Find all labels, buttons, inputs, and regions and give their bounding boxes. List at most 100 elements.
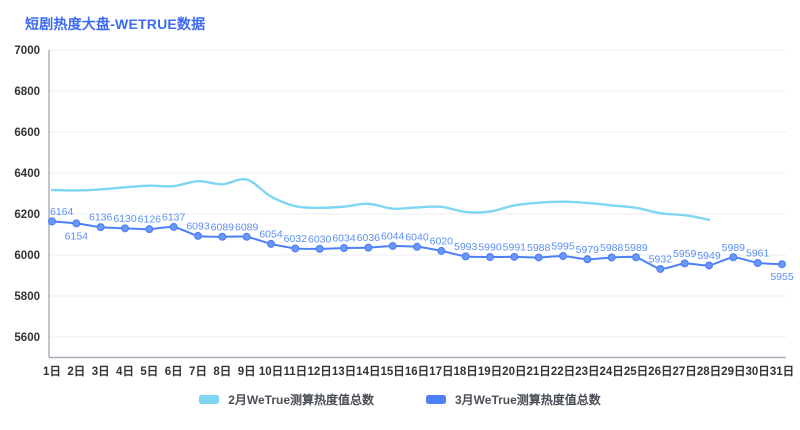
x-tick-label: 16日	[405, 365, 429, 378]
x-tick-label: 7日	[189, 365, 207, 378]
march-data-point[interactable]	[777, 260, 786, 269]
march-data-point[interactable]	[267, 239, 276, 248]
x-tick-label: 8日	[213, 365, 231, 378]
x-tick-label: 28日	[697, 365, 721, 378]
chart-title: 短剧热度大盘-WETRUE数据	[25, 16, 206, 32]
x-tick-label: 3日	[92, 365, 110, 378]
march-point-label: 5995	[551, 241, 575, 253]
x-tick-label: 26日	[648, 365, 672, 378]
march-point-label: 5959	[673, 248, 697, 260]
y-tick-label: 6200	[14, 209, 40, 221]
x-tick-label: 1日	[43, 365, 61, 378]
march-data-point[interactable]	[364, 243, 373, 252]
march-data-point[interactable]	[534, 253, 543, 262]
march-data-point[interactable]	[729, 253, 738, 262]
march-data-point[interactable]	[169, 222, 178, 231]
february-legend-label: 2月WeTrue测算热度值总数	[228, 393, 374, 407]
march-data-point[interactable]	[486, 253, 495, 262]
march-data-point[interactable]	[607, 253, 616, 262]
legend: 2月WeTrue测算热度值总数 3月WeTrue测算热度值总数	[0, 391, 800, 408]
x-tick-label: 2日	[67, 365, 85, 378]
march-data-point[interactable]	[413, 242, 422, 251]
march-data-point[interactable]	[704, 261, 713, 270]
x-tick-label: 5日	[140, 365, 158, 378]
march-data-point[interactable]	[510, 252, 519, 261]
march-point-label: 5979	[576, 244, 600, 256]
february-legend-swatch-icon	[199, 395, 220, 404]
legend-item-march[interactable]: 3月WeTrue测算热度值总数	[426, 391, 601, 408]
march-point-label: 6126	[138, 214, 162, 226]
y-tick-label: 6800	[14, 86, 40, 98]
march-point-label: 5988	[527, 242, 551, 254]
march-data-point[interactable]	[291, 244, 300, 253]
x-tick-label: 27日	[673, 365, 697, 378]
march-legend-label: 3月WeTrue测算热度值总数	[455, 393, 601, 407]
x-tick-label: 24日	[600, 365, 624, 378]
march-data-point[interactable]	[72, 219, 81, 228]
march-point-label: 6164	[50, 206, 74, 218]
y-tick-label: 5800	[14, 291, 40, 303]
march-point-label: 6044	[381, 230, 405, 242]
x-tick-label: 18日	[454, 365, 478, 378]
march-point-label: 6137	[162, 211, 186, 223]
march-point-label: 6089	[211, 221, 235, 233]
x-tick-label: 30日	[746, 365, 770, 378]
x-tick-label: 31日	[770, 365, 794, 378]
x-tick-label: 6日	[165, 365, 183, 378]
march-point-label: 5961	[746, 247, 770, 259]
x-tick-label: 21日	[527, 365, 551, 378]
march-point-label: 6030	[308, 233, 332, 245]
x-tick-label: 23日	[575, 365, 599, 378]
march-data-point[interactable]	[656, 264, 665, 273]
march-data-point[interactable]	[680, 259, 689, 268]
march-point-label: 5932	[649, 253, 673, 265]
march-point-label: 6034	[332, 233, 356, 245]
x-tick-label: 22日	[551, 365, 575, 378]
x-tick-label: 4日	[116, 365, 134, 378]
february-series-line	[50, 177, 711, 221]
march-data-point[interactable]	[120, 224, 129, 233]
march-data-point[interactable]	[340, 244, 349, 253]
y-tick-label: 5600	[14, 332, 40, 344]
march-data-point[interactable]	[583, 255, 592, 264]
march-data-point[interactable]	[315, 244, 324, 253]
march-data-point[interactable]	[47, 217, 56, 226]
march-point-label: 6089	[235, 221, 259, 233]
march-data-point[interactable]	[388, 241, 397, 250]
legend-item-february[interactable]: 2月WeTrue测算热度值总数	[199, 391, 374, 408]
march-point-label: 6032	[284, 233, 308, 245]
march-data-point[interactable]	[194, 231, 203, 240]
y-tick-label: 6600	[14, 127, 40, 139]
y-tick-label: 7000	[14, 45, 40, 57]
march-data-point[interactable]	[558, 252, 567, 261]
march-point-label: 6040	[405, 231, 429, 243]
x-tick-label: 12日	[308, 365, 332, 378]
march-data-point[interactable]	[145, 225, 154, 234]
x-tick-label: 13日	[332, 365, 356, 378]
x-tick-label: 20日	[502, 365, 526, 378]
march-point-label: 6154	[65, 230, 89, 242]
x-tick-label: 25日	[624, 365, 648, 378]
x-tick-label: 15日	[381, 365, 405, 378]
march-data-point[interactable]	[753, 258, 762, 267]
march-data-point[interactable]	[631, 253, 640, 262]
x-tick-label: 10日	[259, 365, 283, 378]
march-point-label: 6130	[113, 213, 137, 225]
march-data-point[interactable]	[96, 223, 105, 232]
march-data-point[interactable]	[242, 232, 251, 241]
march-point-label: 5988	[600, 242, 624, 254]
y-tick-label: 6400	[14, 168, 40, 180]
x-tick-label: 29日	[721, 365, 745, 378]
march-point-label: 5991	[503, 241, 527, 253]
march-data-point[interactable]	[437, 246, 446, 255]
y-tick-label: 6000	[14, 250, 40, 262]
x-tick-label: 11日	[283, 365, 307, 378]
march-data-point[interactable]	[461, 252, 470, 261]
march-point-label: 5993	[454, 241, 478, 253]
march-data-point[interactable]	[218, 232, 227, 241]
x-tick-label: 9日	[238, 365, 256, 378]
march-point-label: 6036	[357, 232, 381, 244]
march-point-label: 5989	[624, 242, 648, 254]
